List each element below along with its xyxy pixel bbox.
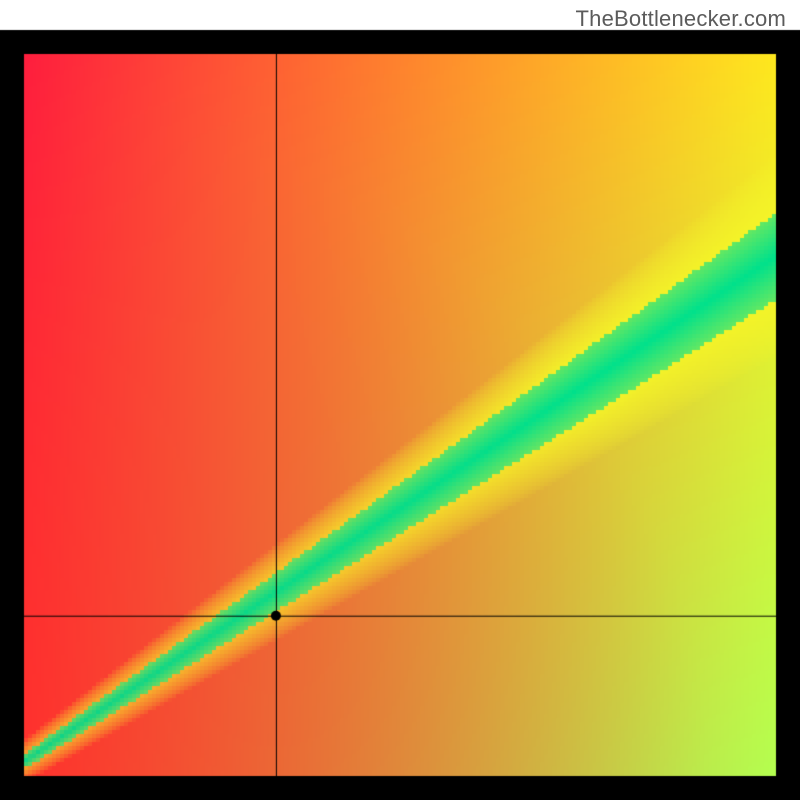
heatmap-canvas: [0, 0, 800, 800]
watermark-text: TheBottlenecker.com: [576, 6, 786, 32]
chart-container: TheBottlenecker.com: [0, 0, 800, 800]
